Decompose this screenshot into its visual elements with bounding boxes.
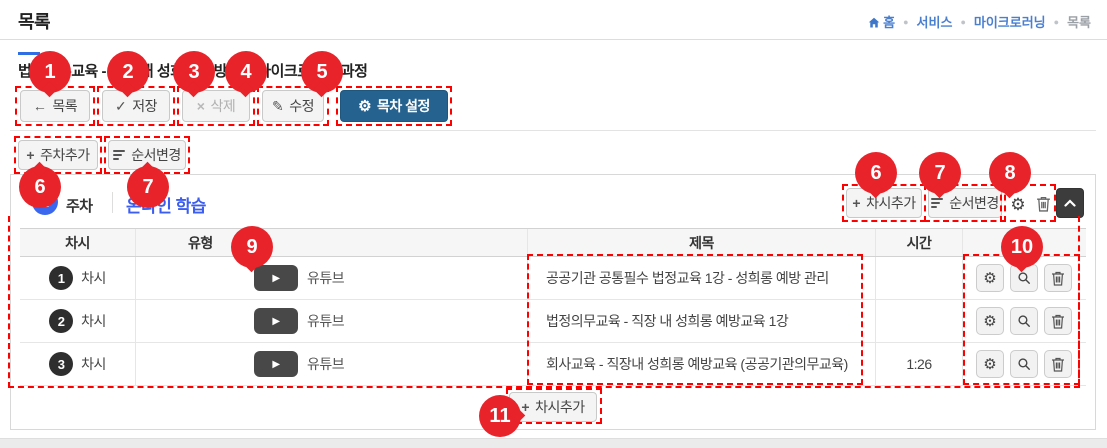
lesson-number-badge: 2 — [49, 309, 74, 333]
gear-icon: ⚙ — [1010, 194, 1026, 214]
title-accent-bar — [18, 52, 40, 55]
breadcrumb-separator: ● — [903, 16, 909, 27]
magnifier-icon — [1018, 315, 1030, 327]
lesson-table: 차시 유형 제목 시간 1 차시 ▶ 유튜브 공공기관 공통필수 법정교육 1강… — [20, 228, 1086, 386]
header-time: 시간 — [875, 229, 962, 256]
plus-icon: + — [852, 195, 861, 211]
lesson-unit-label: 차시 — [81, 313, 106, 329]
lesson-preview-button[interactable] — [1010, 350, 1038, 378]
breadcrumb-home[interactable]: 홈 — [868, 12, 895, 31]
week-delete-button[interactable] — [1032, 193, 1054, 215]
table-row: 2 차시 ▶ 유튜브 법정의무교육 - 직장 내 성희롱 예방교육 1강 ⚙ — [20, 300, 1086, 343]
week-unit-label: 주차 — [66, 198, 93, 215]
lesson-number-badge: 1 — [49, 266, 74, 290]
breadcrumb-separator: ● — [1053, 16, 1060, 27]
lesson-type-label: 유튜브 — [307, 356, 345, 372]
add-week-button[interactable]: + 주차추가 — [18, 140, 98, 170]
lesson-title: 법정의무교육 - 직장 내 성희롱 예방교육 1강 — [527, 300, 875, 342]
gear-icon: ⚙ — [358, 97, 372, 115]
lesson-time: 1:26 — [875, 343, 962, 385]
gear-icon: ⚙ — [983, 355, 997, 373]
add-lesson-row: + 차시추가 — [20, 386, 1086, 428]
table-row: 3 차시 ▶ 유튜브 회사교육 - 직장내 성희롱 예방교육 (공공기관의무교육… — [20, 343, 1086, 386]
chevron-up-icon — [1064, 199, 1076, 207]
arrow-left-icon: ← — [32, 98, 47, 114]
lesson-type-label: 유튜브 — [307, 270, 345, 286]
save-button[interactable]: ✓ 저장 — [102, 90, 170, 122]
plus-icon: + — [26, 147, 35, 163]
annotation-badge-5: 5 — [301, 51, 343, 93]
week-title-divider — [112, 192, 113, 213]
lesson-delete-button[interactable] — [1044, 264, 1072, 292]
lesson-time — [875, 257, 962, 299]
breadcrumb-separator: ● — [960, 16, 966, 27]
breadcrumb-current: 목록 — [1067, 15, 1091, 30]
lesson-preview-button[interactable] — [1010, 307, 1038, 335]
lesson-unit-label: 차시 — [81, 356, 106, 372]
sort-icon — [931, 198, 944, 208]
annotation-badge-11: 11 — [479, 395, 521, 437]
page-title: 목록 — [18, 12, 51, 32]
breadcrumb: 홈 ● 서비스 ● 마이크로러닝 ● 목록 — [868, 12, 1091, 31]
breadcrumb-service[interactable]: 서비스 — [916, 15, 953, 30]
magnifier-icon — [1018, 272, 1030, 284]
sort-icon — [113, 150, 126, 160]
header-lesson: 차시 — [65, 234, 90, 251]
youtube-play-icon: ▶ — [254, 265, 298, 291]
toc-settings-button[interactable]: ⚙ 목차 설정 — [340, 90, 448, 122]
home-icon — [868, 15, 883, 30]
back-to-list-button[interactable]: ← 목록 — [20, 90, 90, 122]
check-icon: ✓ — [115, 98, 127, 114]
annotation-badge-10: 10 — [1001, 226, 1043, 268]
lesson-settings-button[interactable]: ⚙ — [976, 307, 1004, 335]
annotation-badge-6-right: 6 — [855, 152, 897, 194]
gear-icon: ⚙ — [983, 269, 997, 287]
trash-icon — [1052, 357, 1064, 372]
annotation-badge-7-right: 7 — [919, 152, 961, 194]
toolbar-divider — [10, 130, 1096, 131]
annotation-badge-4: 4 — [225, 51, 267, 93]
x-icon: × — [196, 98, 205, 114]
lesson-delete-button[interactable] — [1044, 350, 1072, 378]
table-row: 1 차시 ▶ 유튜브 공공기관 공통필수 법정교육 1강 - 성희롱 예방 관리… — [20, 257, 1086, 300]
header-title: 제목 — [527, 229, 875, 256]
lesson-number-badge: 3 — [49, 352, 74, 376]
annotation-badge-6-left: 6 — [19, 166, 61, 208]
gear-icon: ⚙ — [983, 312, 997, 330]
plus-icon: + — [521, 399, 530, 415]
lesson-type-label: 유튜브 — [307, 313, 345, 329]
lesson-unit-label: 차시 — [81, 270, 106, 286]
youtube-play-icon: ▶ — [254, 351, 298, 377]
lesson-settings-button[interactable]: ⚙ — [976, 350, 1004, 378]
trash-icon — [1052, 271, 1064, 286]
collapse-week-button[interactable] — [1056, 188, 1084, 218]
add-lesson-bottom-button[interactable]: + 차시추가 — [509, 392, 597, 422]
breadcrumb-microlearning[interactable]: 마이크로러닝 — [973, 15, 1046, 30]
trash-icon — [1052, 314, 1064, 329]
lesson-settings-button[interactable]: ⚙ — [976, 264, 1004, 292]
pencil-icon: ✎ — [272, 98, 284, 114]
annotation-badge-9: 9 — [231, 226, 273, 268]
week-settings-button[interactable]: ⚙ — [1006, 192, 1030, 216]
lesson-title: 회사교육 - 직장내 성희롱 예방교육 (공공기관의무교육) — [527, 343, 875, 385]
add-lesson-button[interactable]: + 차시추가 — [846, 188, 922, 218]
youtube-play-icon: ▶ — [254, 308, 298, 334]
table-header-row: 차시 유형 제목 시간 — [20, 228, 1086, 257]
lesson-time — [875, 300, 962, 342]
top-header-bar: 목록 홈 ● 서비스 ● 마이크로러닝 ● 목록 — [0, 0, 1107, 40]
annotation-badge-1: 1 — [29, 51, 71, 93]
lesson-title: 공공기관 공통필수 법정교육 1강 - 성희롱 예방 관리 — [527, 257, 875, 299]
annotation-badge-2: 2 — [107, 51, 149, 93]
footer-band — [0, 438, 1107, 448]
header-actions — [962, 229, 1086, 256]
trash-icon — [1036, 196, 1050, 212]
header-type: 유형 — [135, 229, 527, 256]
annotation-badge-8: 8 — [989, 152, 1031, 194]
lesson-delete-button[interactable] — [1044, 307, 1072, 335]
annotation-badge-7-left: 7 — [127, 166, 169, 208]
annotation-badge-3: 3 — [173, 51, 215, 93]
magnifier-icon — [1018, 358, 1030, 370]
edit-button[interactable]: ✎ 수정 — [262, 90, 324, 122]
